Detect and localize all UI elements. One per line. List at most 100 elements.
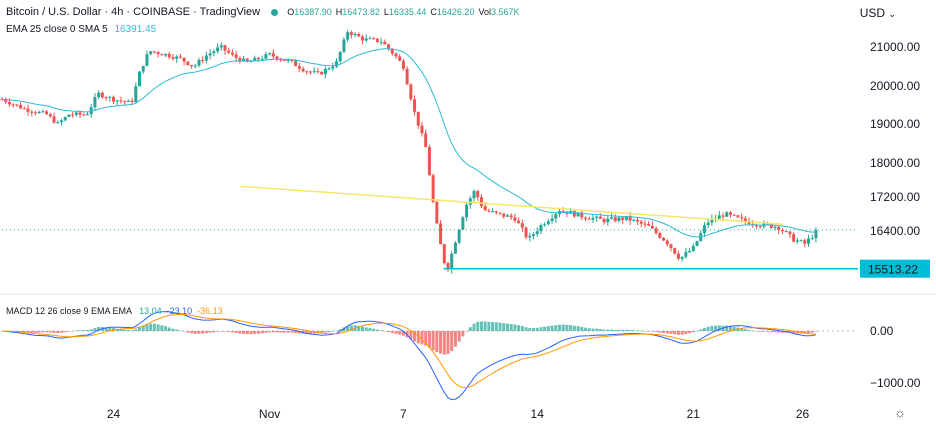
candle-body-147 — [546, 221, 550, 225]
macd-hist-bar-207 — [769, 331, 773, 333]
candle-body-137 — [509, 215, 513, 218]
macd-hist-bar-172 — [639, 330, 643, 332]
ohlc-values: O16387.90 H16473.82 L16335.44 C16426.20 Vol3… — [287, 7, 523, 17]
candle-body-191 — [710, 218, 714, 223]
candle-body-193 — [717, 215, 721, 219]
candle-body-161 — [598, 216, 602, 219]
candle-body-109 — [405, 68, 409, 85]
candle-body-51 — [190, 64, 194, 67]
gear-icon[interactable]: ☼ — [894, 405, 906, 420]
candle-body-113 — [420, 125, 424, 134]
y-tick-label-0: 21000.00 — [870, 40, 920, 54]
candle-body-64 — [238, 57, 242, 62]
macd-values: 13.04 -23.10 -36.13 — [134, 306, 223, 316]
macd-hist-bar-150 — [558, 324, 561, 331]
candle-body-115 — [427, 147, 431, 176]
macd-hist-bar-22 — [82, 330, 86, 331]
macd-hist-bar-74 — [275, 331, 279, 333]
macd-hist-bar-213 — [792, 331, 796, 334]
ohlc-key-h: H — [335, 7, 343, 17]
candle-body-105 — [390, 48, 394, 54]
macd-hist-bar-110 — [409, 331, 413, 340]
macd-hist-bar-66 — [245, 331, 249, 335]
macd-hist-bar-51 — [190, 331, 194, 334]
candle-body-35 — [130, 100, 134, 102]
candle-body-28 — [104, 97, 108, 99]
candle-body-13 — [48, 114, 52, 117]
candle-body-36 — [134, 86, 138, 102]
candle-body-71 — [264, 54, 268, 59]
ema-legend[interactable]: EMA 25 close 0 SMA 5 16391.45 — [6, 24, 156, 35]
candle-body-61 — [227, 50, 231, 53]
macd-hist-bar-46 — [171, 328, 175, 331]
y-tick-label-3: 18000.00 — [870, 156, 920, 170]
macd-hist-bar-57 — [212, 331, 216, 333]
macd-hist-bar-26 — [97, 327, 101, 331]
candle-body-31 — [115, 100, 119, 102]
macd-hist-bar-72 — [268, 331, 272, 333]
candle-body-163 — [606, 218, 610, 223]
macd-legend[interactable]: MACD 12 26 close 9 EMA EMA 13.04 -23.10 -3… — [6, 306, 223, 316]
candle-body-172 — [639, 221, 643, 224]
macd-hist-bar-196 — [728, 326, 732, 331]
macd-hist-bar-180 — [669, 331, 673, 334]
candle-body-80 — [297, 66, 301, 69]
macd-hist-bar-136 — [505, 323, 509, 331]
macd-hist-bar-115 — [427, 331, 431, 348]
candle-body-140 — [520, 223, 524, 228]
macd-signal-line — [1, 313, 817, 389]
candle-body-216 — [803, 240, 807, 244]
macd-hist-bar-147 — [546, 326, 550, 331]
macd-hist-bar-197 — [732, 326, 736, 331]
candle-body-179 — [665, 240, 669, 245]
macd-hist-bar-55 — [204, 331, 208, 334]
candle-body-87 — [323, 68, 327, 75]
candle-body-9 — [33, 112, 37, 114]
candle-body-20 — [74, 112, 78, 115]
candle-body-74 — [275, 56, 279, 60]
macd-hist-bar-96 — [357, 325, 361, 331]
macd-hist-bar-129 — [479, 321, 483, 331]
macd-hist-bar-16 — [59, 331, 63, 333]
macd-hist-bar-162 — [602, 329, 606, 331]
macd-hist-bar-107 — [398, 331, 402, 335]
macd-hist-bar-202 — [751, 330, 755, 332]
macd-hist-bar-132 — [491, 321, 495, 331]
candle-body-190 — [706, 222, 710, 226]
candle-body-196 — [728, 212, 732, 215]
candle-body-62 — [230, 52, 234, 55]
macd-hist-bar-179 — [665, 331, 669, 334]
macd-hist-bar-60 — [223, 331, 227, 332]
candle-body-69 — [256, 57, 260, 60]
candle-body-135 — [502, 213, 506, 217]
macd-hist-bar-93 — [346, 325, 350, 331]
macd-hist-bar-186 — [691, 331, 695, 333]
currency-selector[interactable]: USD ⌄ — [860, 6, 896, 20]
symbol-title[interactable]: Bitcoin / U.S. Dollar · 4h · COINBASE · … — [6, 6, 261, 18]
candle-body-26 — [97, 92, 101, 98]
candle-body-22 — [82, 114, 86, 116]
candle-body-189 — [702, 225, 706, 234]
macd-line — [1, 311, 817, 401]
candle-body-86 — [320, 71, 324, 75]
candle-body-104 — [387, 44, 391, 49]
candle-body-187 — [695, 241, 699, 246]
macd-hist-bar-173 — [643, 330, 647, 332]
macd-hist-bar-54 — [201, 331, 205, 334]
candle-body-73 — [271, 53, 275, 57]
candle-body-76 — [282, 59, 286, 61]
macd-hist-bar-37 — [138, 327, 142, 331]
macd-hist-bar-142 — [528, 327, 532, 331]
candle-body-168 — [624, 215, 628, 220]
macd-hist-bar-6 — [22, 331, 26, 333]
candle-body-182 — [676, 253, 680, 259]
macd-hist-bar-141 — [524, 327, 528, 331]
macd-hist-bar-160 — [595, 328, 599, 331]
candle-body-21 — [78, 112, 82, 115]
macd-y-tick-0: 0.00 — [870, 324, 894, 338]
macd-hist-bar-204 — [758, 331, 762, 332]
candle-body-65 — [242, 58, 246, 62]
candle-body-111 — [413, 99, 417, 112]
macd-hist-bar-124 — [461, 331, 465, 337]
